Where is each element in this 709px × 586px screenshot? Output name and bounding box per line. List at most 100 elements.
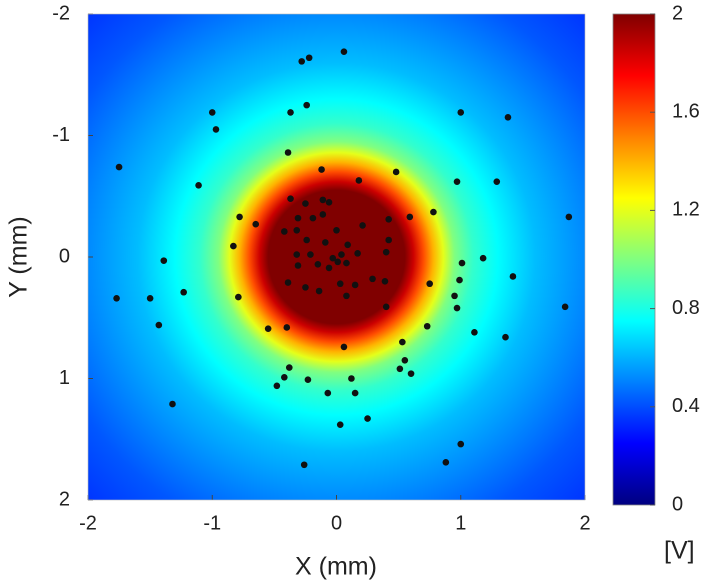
- data-point: [336, 280, 344, 288]
- data-point: [314, 260, 322, 268]
- data-point: [344, 241, 351, 249]
- data-point: [284, 279, 292, 286]
- data-point: [236, 213, 243, 221]
- data-point: [318, 166, 325, 173]
- data-point: [399, 338, 406, 346]
- field-area: [88, 14, 585, 500]
- data-point: [502, 333, 509, 341]
- data-point: [451, 292, 458, 300]
- data-point: [115, 163, 123, 171]
- y-tick-label: 0: [59, 245, 70, 267]
- data-point: [307, 251, 314, 258]
- data-point: [385, 216, 392, 223]
- data-point: [369, 275, 376, 283]
- data-point: [298, 58, 306, 65]
- data-point: [195, 182, 202, 189]
- data-point: [319, 211, 327, 218]
- data-point: [456, 276, 463, 284]
- data-point: [355, 177, 363, 184]
- data-point: [343, 259, 350, 267]
- data-point: [264, 325, 272, 332]
- data-point: [281, 228, 288, 235]
- data-point: [322, 239, 329, 246]
- data-point: [382, 303, 390, 311]
- data-point: [364, 415, 371, 422]
- data-point: [302, 284, 309, 291]
- data-point: [340, 48, 348, 55]
- data-point: [285, 364, 293, 371]
- data-point: [294, 262, 302, 269]
- data-point: [396, 365, 404, 373]
- data-point: [324, 389, 332, 397]
- data-point: [407, 370, 415, 377]
- data-point: [284, 149, 292, 156]
- data-point: [287, 195, 294, 202]
- data-point: [146, 295, 154, 302]
- data-point: [303, 236, 310, 244]
- data-point: [457, 440, 465, 448]
- data-point: [430, 208, 437, 216]
- y-tick-label: -2: [52, 2, 70, 24]
- data-point: [381, 278, 389, 285]
- data-point: [442, 459, 450, 466]
- data-point: [113, 295, 120, 302]
- colorbar-tick-label: 0: [672, 493, 683, 515]
- data-point: [329, 254, 337, 262]
- data-point: [340, 343, 348, 351]
- x-tick-label: 0: [331, 512, 342, 534]
- data-point: [359, 222, 366, 229]
- data-point: [561, 303, 569, 311]
- data-point: [351, 281, 359, 289]
- data-point: [334, 258, 342, 266]
- data-point: [273, 382, 281, 390]
- data-point: [343, 292, 350, 300]
- colorbar-tick-label: 1.2: [672, 199, 700, 221]
- y-axis-label: Y (mm): [5, 216, 33, 297]
- data-point: [302, 200, 309, 207]
- data-point: [423, 322, 431, 330]
- data-point: [303, 101, 310, 109]
- data-point: [479, 254, 487, 262]
- colorbar-tick-label: 0.4: [672, 395, 700, 417]
- colorbar: [612, 13, 656, 506]
- data-point: [426, 280, 433, 288]
- x-tick-label: -1: [203, 512, 221, 534]
- data-point: [180, 288, 187, 296]
- data-point: [293, 226, 301, 234]
- y-tick-label: 1: [59, 367, 70, 389]
- data-point: [338, 251, 345, 258]
- data-point: [300, 461, 308, 469]
- x-tick-label: 1: [455, 512, 466, 534]
- data-point: [348, 375, 355, 382]
- x-axis-label: X (mm): [295, 553, 377, 581]
- data-point: [283, 324, 291, 331]
- data-point: [385, 236, 392, 244]
- data-point: [453, 178, 461, 185]
- data-point: [160, 257, 168, 264]
- data-point: [333, 226, 340, 234]
- data-point: [281, 373, 288, 381]
- data-point: [493, 178, 501, 185]
- data-point: [504, 113, 512, 121]
- data-point: [509, 273, 517, 280]
- colorbar-tick-label: 1.6: [672, 100, 700, 122]
- colorbar-tick-label: 0.8: [672, 297, 700, 319]
- x-tick-label: -2: [79, 512, 97, 534]
- data-point: [453, 304, 461, 312]
- data-point: [401, 356, 409, 364]
- data-point: [212, 126, 220, 133]
- data-point: [406, 213, 414, 221]
- data-point: [319, 196, 327, 204]
- data-point: [351, 389, 359, 397]
- colorbar-tick-label: 2: [672, 2, 683, 24]
- data-point: [155, 321, 163, 329]
- y-tick-label: -1: [52, 124, 70, 146]
- field: [88, 14, 585, 500]
- data-point: [230, 242, 237, 250]
- data-point: [565, 213, 573, 221]
- data-point: [354, 250, 361, 257]
- data-point: [471, 329, 478, 336]
- data-point: [252, 220, 260, 228]
- colorbar-label: [V]: [664, 537, 695, 565]
